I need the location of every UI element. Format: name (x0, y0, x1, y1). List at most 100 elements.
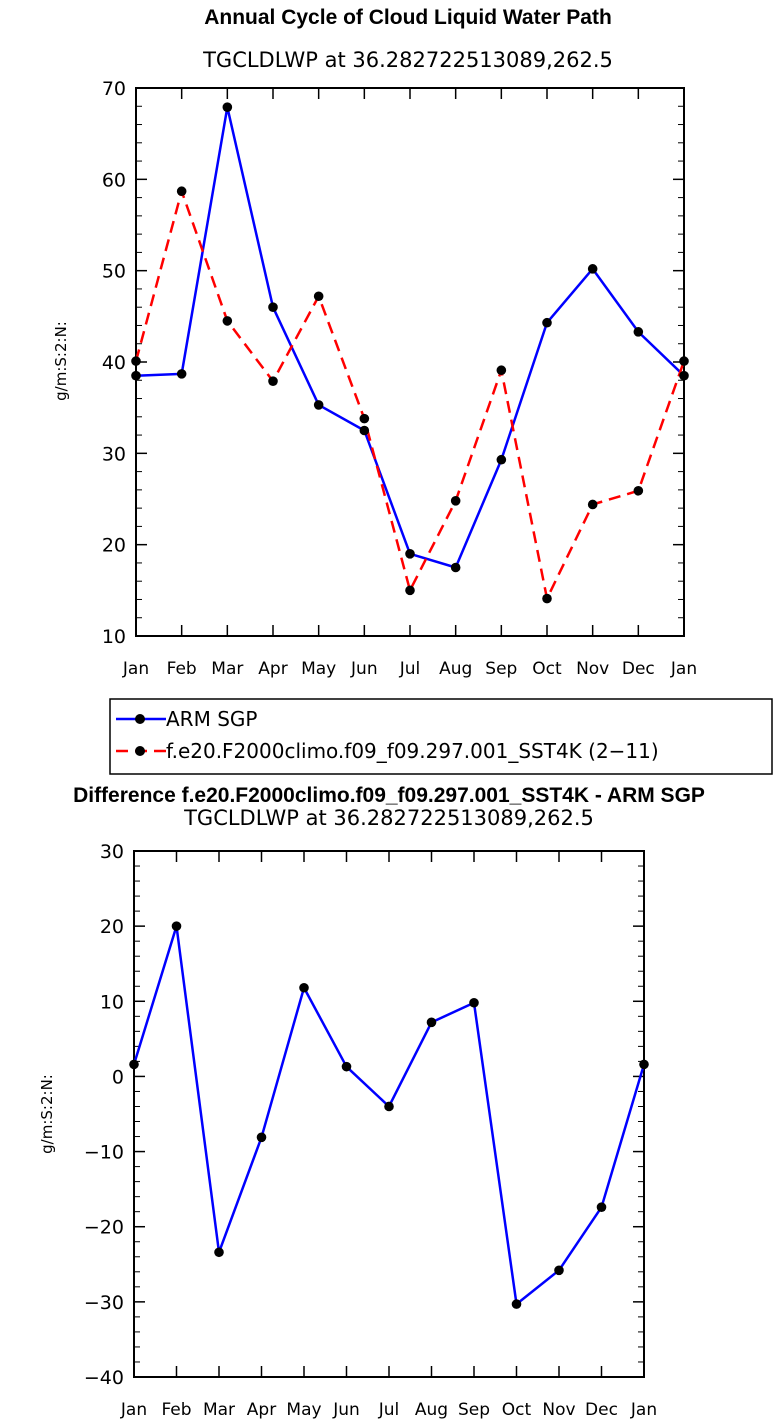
bottom-series-0-point (554, 1265, 564, 1276)
top-series-1-point (131, 356, 141, 366)
bottom-x-tick-label: Nov (542, 1400, 575, 1420)
top-series-0-point (679, 370, 689, 381)
top-y-tick-label: 20 (102, 535, 126, 557)
top-series-1-point (542, 593, 552, 604)
bottom-series-0-point (639, 1059, 649, 1070)
top-y-tick-label: 40 (102, 352, 126, 374)
top-chart-y-axis-label: g/m:S:2:N: (52, 321, 70, 401)
top-x-tick-label: Dec (622, 659, 655, 679)
bottom-y-tick-label: −30 (84, 1292, 124, 1314)
top-chart-subtitle: TGCLDLWP at 36.282722513089,262.5 (202, 48, 613, 72)
top-series-0-point (496, 454, 507, 465)
top-series-0-point (268, 302, 278, 313)
bottom-chart-subtitle: TGCLDLWP at 36.282722513089,262.5 (183, 806, 594, 830)
bottom-series-0-point (384, 1101, 394, 1112)
top-series-0-point (222, 102, 233, 112)
bottom-y-tick-label: 30 (100, 841, 124, 863)
bottom-series-0-point (214, 1247, 224, 1258)
top-series-1-point (587, 499, 598, 510)
legend-marker-sst4k (135, 746, 145, 756)
top-y-tick-label: 70 (102, 78, 126, 100)
legend-box (109, 698, 773, 775)
top-series-1-point (313, 291, 324, 302)
top-x-tick-label: Jan (670, 659, 697, 679)
bottom-x-tick-label: Jan (630, 1400, 657, 1420)
top-x-tick-label: Apr (258, 659, 287, 679)
bottom-series-0-point (426, 1017, 437, 1028)
top-x-tick-label: May (301, 659, 336, 679)
top-plot-area: 10 20 30 40 50 60 70 Jan Feb Mar Apr May Jun Jul Aug Se… (102, 78, 697, 679)
top-series-0-point (131, 370, 141, 381)
top-x-tick-label: Nov (576, 659, 609, 679)
top-chart-title: Annual Cycle of Cloud Liquid Water Path (204, 6, 612, 29)
top-series-0-point (176, 369, 187, 379)
bottom-x-tick-label: Aug (415, 1400, 448, 1420)
top-y-tick-label: 10 (102, 626, 126, 648)
bottom-y-tick-label: −10 (84, 1142, 124, 1164)
top-series-0-point (313, 400, 324, 410)
bottom-series-0-point (341, 1061, 352, 1072)
bottom-x-tick-label: Mar (203, 1400, 235, 1420)
bottom-series-0-point (596, 1202, 607, 1212)
bottom-plot-area: −40 −30 −20 −10 0 10 20 30 Jan Feb Mar Apr May Jun Jul… (84, 841, 657, 1420)
top-x-tick-label: Feb (167, 659, 197, 679)
legend-label-sst4k: f.e20.F2000climo.f09_f09.297.001_SST4K (… (166, 739, 659, 763)
bottom-y-tick-label: 20 (100, 916, 124, 938)
top-series-1-point (268, 376, 278, 386)
bottom-x-tick-label: Sep (458, 1400, 490, 1420)
top-series-0-line (135, 105, 685, 569)
top-x-tick-label: Jun (350, 659, 378, 679)
bottom-series-0-point (171, 921, 182, 931)
bottom-series-0-point (299, 982, 309, 993)
top-series-1-point (496, 365, 507, 376)
top-x-tick-label: Oct (532, 659, 562, 679)
top-series-0-point (633, 327, 644, 337)
bottom-chart: Difference f.e20.F2000climo.f09_f09.297.… (38, 784, 705, 1420)
bottom-chart-title: Difference f.e20.F2000climo.f09_f09.297.… (73, 784, 705, 807)
top-series-1-point (405, 585, 415, 596)
top-chart: Annual Cycle of Cloud Liquid Water Path … (52, 6, 697, 679)
top-series-0-point (542, 317, 552, 328)
bottom-y-tick-label: 10 (100, 991, 124, 1013)
top-series-1-point (176, 186, 187, 197)
bottom-plot-frame (133, 850, 645, 1378)
top-x-tick-label: Sep (485, 659, 517, 679)
top-series-1-point (450, 496, 461, 506)
bottom-x-tick-label: Dec (585, 1400, 618, 1420)
top-series-1-point (679, 356, 689, 366)
legend-label-arm-sgp: ARM SGP (166, 707, 257, 731)
bottom-series-0-line (132, 924, 646, 1306)
top-series-0-point (405, 549, 415, 559)
bottom-x-tick-label: Apr (247, 1400, 276, 1420)
top-x-tick-label: Jul (399, 659, 421, 679)
bottom-y-tick-label: −40 (84, 1367, 124, 1389)
top-x-tick-label: Jan (122, 659, 149, 679)
bottom-y-tick-label: −20 (84, 1217, 124, 1239)
bottom-series-0-point (129, 1059, 139, 1070)
bottom-series-0-point (511, 1299, 522, 1309)
top-x-tick-label: Aug (439, 659, 472, 679)
bottom-y-tick-label: 0 (112, 1066, 124, 1088)
bottom-x-tick-label: May (286, 1400, 321, 1420)
top-y-tick-label: 30 (102, 443, 126, 465)
top-series-1-line (134, 189, 686, 600)
legend-marker-arm-sgp (135, 714, 145, 724)
bottom-x-tick-label: Jun (332, 1400, 360, 1420)
bottom-x-tick-label: Feb (161, 1400, 191, 1420)
bottom-x-tick-label: Jan (120, 1400, 147, 1420)
top-y-tick-label: 60 (102, 169, 126, 191)
bottom-series-0-point (469, 997, 479, 1008)
legend: ARM SGP f.e20.F2000climo.f09_f09.297.001… (109, 698, 773, 775)
bottom-chart-y-axis-label: g/m:S:2:N: (38, 1074, 56, 1154)
top-x-tick-label: Mar (211, 659, 243, 679)
top-y-tick-label: 50 (102, 261, 126, 283)
top-series-0-point (359, 425, 370, 436)
top-series-1-point (222, 316, 233, 326)
top-series-1-point (359, 413, 370, 424)
bottom-x-tick-label: Jul (378, 1400, 400, 1420)
top-series-0-point (587, 264, 598, 274)
top-series-1-point (633, 485, 644, 496)
top-series-0-point (450, 562, 461, 573)
bottom-x-tick-label: Oct (502, 1400, 532, 1420)
